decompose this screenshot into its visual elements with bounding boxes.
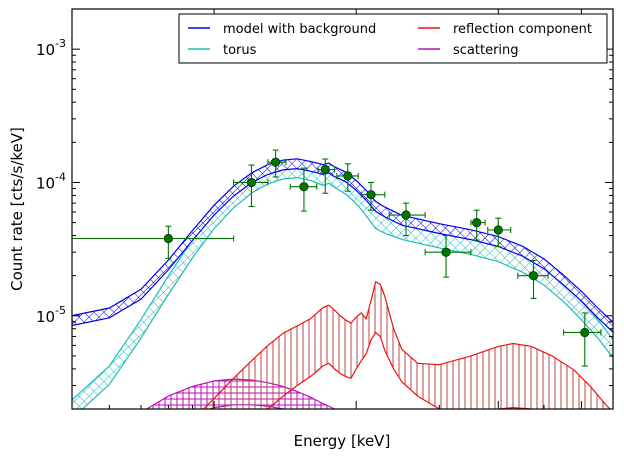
data-point-10 bbox=[470, 209, 486, 241]
axes: 10-310-410-5 bbox=[36, 8, 614, 410]
torus-lower-line bbox=[81, 176, 613, 409]
model-with-background-band bbox=[72, 158, 613, 333]
y-axis-label: Count rate [cts/s/keV] bbox=[8, 127, 26, 291]
reflection-component-lower-line bbox=[266, 331, 534, 409]
data-points bbox=[72, 149, 602, 367]
data-point-marker bbox=[271, 157, 281, 167]
data-point-marker bbox=[493, 225, 503, 235]
reflection-component-band bbox=[203, 281, 610, 409]
y-tick-label: 10-4 bbox=[36, 170, 66, 192]
data-point-marker bbox=[528, 271, 539, 281]
data-point-marker bbox=[343, 171, 353, 181]
data-point-8 bbox=[388, 202, 426, 237]
series-layer bbox=[72, 158, 613, 409]
data-point-marker bbox=[366, 190, 376, 200]
y-tick-label: 10-5 bbox=[36, 304, 66, 326]
x-axis-label: Energy [keV] bbox=[294, 432, 391, 450]
data-point-marker bbox=[299, 182, 309, 192]
y-tick-base: 10 bbox=[36, 174, 55, 192]
y-tick-base: 10 bbox=[36, 41, 55, 59]
data-point-marker bbox=[401, 210, 411, 220]
data-point-9 bbox=[424, 234, 472, 278]
legend-label: torus bbox=[223, 43, 257, 58]
data-point-2 bbox=[233, 164, 269, 208]
data-point-marker bbox=[441, 247, 451, 257]
legend-label: scattering bbox=[453, 43, 519, 58]
data-point-13 bbox=[563, 312, 602, 367]
model-with-background-lower-line bbox=[72, 167, 613, 333]
data-point-marker bbox=[472, 218, 482, 228]
data-point-4 bbox=[289, 167, 318, 212]
data-point-marker bbox=[246, 177, 257, 188]
data-point-12 bbox=[517, 259, 549, 299]
data-point-marker bbox=[580, 327, 590, 338]
y-tick-base: 10 bbox=[36, 308, 55, 326]
data-point-5 bbox=[317, 158, 336, 194]
data-point-3 bbox=[267, 149, 287, 178]
data-point-7 bbox=[360, 181, 386, 211]
reflection-component-upper-line bbox=[203, 280, 611, 409]
y-tick-exponent: -3 bbox=[55, 37, 66, 50]
legend-box bbox=[178, 13, 608, 64]
legend-label: model with background bbox=[223, 22, 376, 37]
data-point-1 bbox=[72, 225, 235, 259]
plot-frame bbox=[71, 8, 614, 410]
legend: model with background torus reflection com… bbox=[178, 13, 608, 64]
y-tick-exponent: -4 bbox=[55, 170, 66, 183]
data-point-marker bbox=[320, 164, 330, 175]
y-tick-label: 10-3 bbox=[36, 37, 66, 59]
data-point-6 bbox=[336, 163, 359, 192]
data-point-11 bbox=[487, 217, 512, 248]
model-with-background-upper-line bbox=[72, 158, 613, 323]
data-point-marker bbox=[163, 233, 173, 244]
y-tick-exponent: -5 bbox=[55, 304, 66, 317]
legend-label: reflection component bbox=[453, 22, 592, 37]
